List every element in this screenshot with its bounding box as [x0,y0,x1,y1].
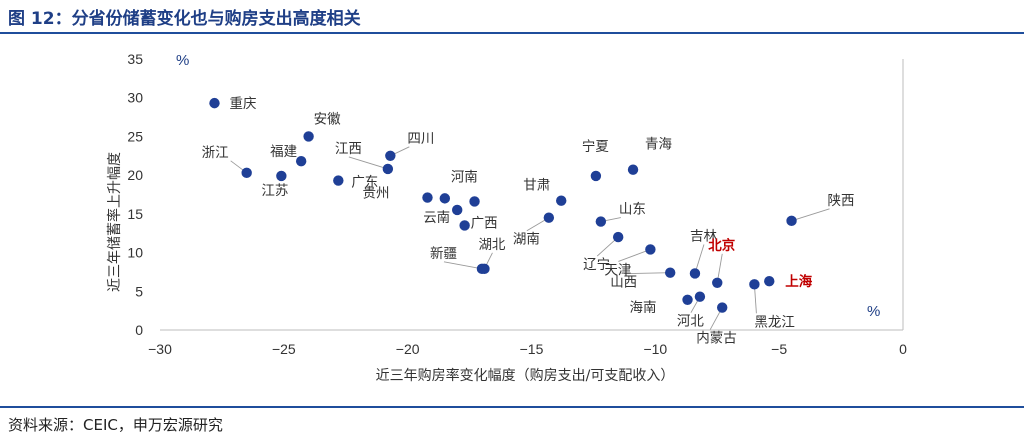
point-label: 重庆 [229,96,256,112]
data-point [385,150,396,161]
data-point [749,279,760,290]
leader-line [624,272,671,275]
data-point [786,215,797,227]
data-point [689,268,701,279]
x-tick-label: −20 [396,341,420,357]
data-point [612,231,624,243]
point-label: 福建 [270,144,297,160]
y-tick-label: 20 [127,167,143,183]
point-label: 湖北 [478,237,505,253]
point-label: 吉林 [690,228,717,244]
point-label: 新疆 [430,246,457,262]
data-point [717,302,728,313]
y-tick-label: 25 [127,128,143,144]
data-point [459,220,470,231]
point-label: 贵州 [362,186,389,202]
y-tick-label: 10 [127,245,143,261]
x-tick-label: −15 [520,341,544,357]
y-axis-label: 近三年储蓄率上升幅度 [106,152,123,292]
point-label: 山西 [610,275,637,291]
data-point [590,170,602,182]
data-points [209,97,797,313]
data-point [241,167,252,179]
point-label: 宁夏 [582,138,610,155]
point-label: 北京 [708,237,735,254]
point-label: 广西 [471,215,498,231]
y-unit-label: % [176,52,189,69]
data-point [333,175,344,186]
leader-line [348,156,388,170]
x-tick-label: 0 [899,341,907,357]
data-point [295,156,307,167]
x-axis-label: 近三年购房率变化幅度（购房支出/可支配收入） [376,367,675,384]
data-point [422,192,433,203]
point-label: 江苏 [261,183,288,199]
data-point [382,163,394,175]
y-tick-label: 5 [135,283,143,299]
x-unit-label: % [867,303,880,320]
chart-axes [160,59,904,331]
x-tick-label: −10 [643,341,667,357]
point-label: 广东 [351,175,378,191]
point-label: 四川 [407,131,434,147]
point-label: 浙江 [202,145,229,161]
leader-line [618,249,651,262]
point-label: 天津 [604,262,631,278]
source-note: 资料来源：CEIC，申万宏源研究 [8,416,223,434]
x-tick-label: −5 [771,341,787,357]
y-tick-label: 30 [127,90,143,106]
y-tick-label: 35 [127,51,143,67]
point-label: 江西 [335,141,362,157]
point-label: 青海 [645,137,672,153]
data-point [439,193,451,204]
data-point [452,204,463,216]
data-point [664,267,676,278]
x-tick-label: −30 [148,341,172,357]
point-label: 河南 [451,169,478,185]
point-label: 甘肃 [523,178,550,194]
y-tick-label: 0 [135,322,143,338]
figure-title: 图 12：分省份储蓄变化也与购房支出高度相关 [8,9,361,29]
point-label: 海南 [630,300,657,316]
bottom-rule [0,406,1024,408]
point-label: 陕西 [828,193,855,209]
data-point [209,97,220,109]
point-label: 上海 [785,273,813,290]
data-point [276,170,287,182]
data-point [712,277,723,288]
data-point [303,131,314,142]
point-label: 山东 [619,202,646,218]
leader-line [443,261,483,270]
data-point [469,196,480,207]
leader-line [791,208,830,222]
point-label: 云南 [423,210,450,226]
data-point [556,195,567,206]
point-label: 安徽 [314,111,341,127]
tick-labels: −30 −25 −20 −15 −10 −5 0 0 5 10 15 20 25 30 35 [127,51,907,357]
data-point [595,216,607,227]
y-tick-label: 15 [127,206,143,222]
data-point [543,212,555,223]
point-label: 内蒙古 [696,331,737,347]
data-point [476,263,488,275]
data-point [627,164,639,175]
point-label: 黑龙江 [754,314,795,330]
point-label: 湖南 [513,232,540,248]
data-point [645,244,656,255]
point-label: 辽宁 [583,256,610,273]
top-rule [0,32,1024,34]
data-point [694,291,706,302]
x-tick-label: −25 [272,341,296,357]
data-point [764,276,775,287]
data-point [682,294,693,306]
point-label: 河北 [677,314,705,330]
